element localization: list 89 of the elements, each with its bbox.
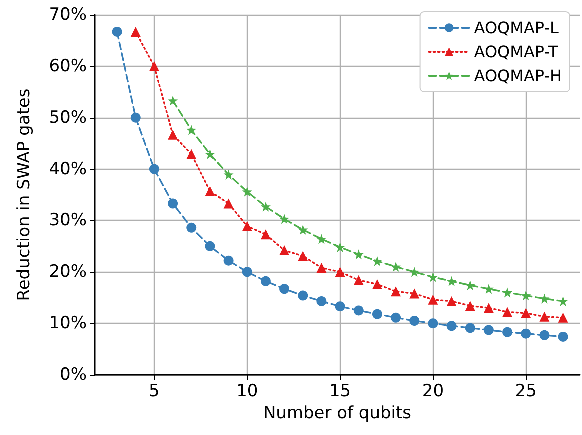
point (540, 294, 550, 304)
point (316, 234, 327, 244)
point (502, 307, 513, 318)
point (354, 250, 364, 260)
point (186, 125, 197, 136)
point (410, 316, 420, 326)
point (280, 284, 290, 294)
x-tick-label: 15 (329, 382, 352, 402)
point (558, 332, 568, 342)
point (428, 294, 438, 305)
point (558, 312, 568, 323)
point (428, 272, 438, 282)
x-tick-label: 10 (236, 382, 258, 402)
x-axis-title: Number of qubits (263, 404, 412, 424)
y-tick-label: 20% (49, 262, 87, 282)
legend-label: AOQMAP-L (474, 18, 559, 38)
point (298, 290, 308, 301)
point (484, 325, 494, 336)
point (391, 262, 402, 272)
point (168, 130, 178, 140)
point (502, 327, 513, 338)
y-tick-label: 60% (49, 56, 87, 76)
point (242, 267, 252, 278)
point (149, 61, 160, 72)
point (224, 170, 234, 180)
y-tick-label: 10% (49, 314, 87, 334)
point (224, 198, 234, 209)
point (391, 286, 402, 297)
point (484, 303, 494, 314)
point (242, 186, 252, 197)
point (112, 26, 122, 37)
point (354, 306, 364, 316)
point (428, 318, 438, 329)
y-tick-label: 0% (60, 365, 87, 385)
point (130, 112, 141, 123)
point (298, 224, 308, 235)
x-tick-label: 20 (422, 382, 444, 402)
point (446, 276, 457, 286)
point (446, 296, 457, 306)
y-axis-title: Reduction in SWAP gates (14, 88, 34, 302)
point (280, 246, 290, 256)
point (186, 222, 197, 233)
point (298, 251, 308, 262)
point (410, 267, 420, 278)
point (465, 323, 476, 334)
point (260, 230, 271, 240)
point (446, 321, 457, 332)
point (260, 202, 271, 212)
point (465, 301, 476, 312)
point (372, 279, 382, 290)
point (372, 256, 382, 266)
legend-label: AOQMAP-T (474, 42, 558, 62)
point (540, 330, 550, 340)
point (280, 214, 290, 224)
point (521, 290, 532, 301)
point (354, 275, 364, 286)
point (130, 26, 141, 37)
point (205, 186, 216, 196)
y-tick-label: 30% (49, 210, 87, 231)
point (186, 149, 197, 160)
x-tick-label: 25 (515, 382, 537, 402)
point (260, 276, 271, 286)
point (335, 242, 346, 252)
point (149, 164, 160, 174)
point (205, 241, 216, 252)
legend-label: AOQMAP-H (474, 66, 562, 86)
point (224, 256, 234, 266)
point (521, 308, 532, 318)
y-tick-label: 50% (49, 108, 87, 128)
point (316, 296, 327, 306)
point (484, 284, 494, 294)
point (335, 267, 346, 278)
point (372, 309, 382, 320)
point (242, 221, 252, 232)
x-tick-label: 5 (149, 382, 160, 402)
point (168, 96, 178, 106)
point (168, 198, 178, 209)
point (502, 288, 513, 298)
point (540, 312, 550, 322)
point (521, 328, 532, 339)
point (391, 312, 402, 323)
point (316, 263, 327, 274)
point (410, 288, 420, 299)
point (558, 296, 568, 306)
point (465, 280, 476, 291)
y-tick-label: 70% (49, 5, 87, 25)
point (205, 149, 216, 160)
y-tick-label: 40% (49, 159, 87, 180)
point (335, 302, 346, 312)
